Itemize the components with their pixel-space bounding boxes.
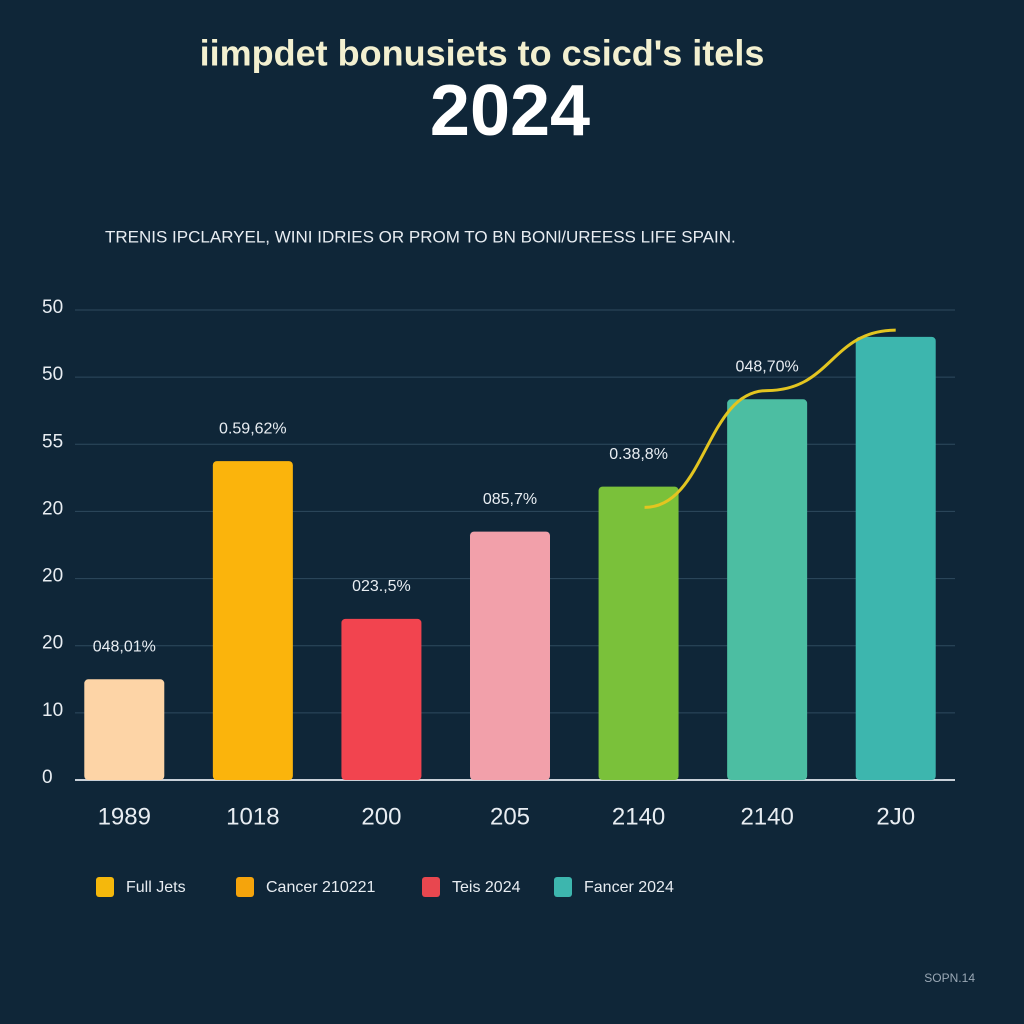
y-tick-label: 10 [42, 700, 63, 721]
bar [212, 461, 293, 780]
bar-annotation: 0.59,62% [219, 420, 287, 437]
legend-swatch [236, 877, 254, 897]
bar-annotation: 085,7% [483, 491, 537, 508]
chart-title: iimpdet bonusiets to csicd's itels [200, 33, 765, 74]
bar-annotation: 0.38,8% [609, 446, 668, 463]
legend-swatch [422, 877, 440, 897]
legend-label: Teis 2024 [452, 879, 521, 896]
footer: SOPN.14 [924, 971, 975, 985]
bar-annotation: 048,70% [736, 359, 799, 376]
legend-swatch [96, 877, 114, 897]
x-tick-label: 2J0 [876, 803, 915, 830]
x-tick-label: 2140 [612, 803, 665, 830]
y-tick-label: 0 [42, 767, 53, 788]
bar [470, 531, 550, 780]
bar [84, 679, 165, 780]
x-tick-label: 205 [490, 803, 530, 830]
bar-annotation: 023.,5% [352, 578, 411, 595]
x-tick-label: 200 [361, 803, 401, 830]
legend-label: Fancer 2024 [584, 879, 674, 896]
x-tick-label: 1989 [98, 803, 151, 830]
y-tick-label: 20 [42, 566, 63, 587]
y-tick-label: 50 [42, 297, 63, 318]
trend-line [644, 328, 896, 509]
legend-swatch [554, 877, 572, 897]
chart-description: TRENIS IPCLARYEL, WINI IDRIES OR PROM TO… [105, 227, 736, 246]
y-tick-label: 50 [42, 364, 63, 385]
y-tick-label: 20 [42, 633, 63, 654]
bar [855, 336, 936, 780]
bar [598, 486, 679, 780]
bar-annotation: 048,01% [93, 639, 156, 656]
chart-subtitle: 2024 [430, 71, 590, 151]
bar [341, 618, 422, 780]
legend-label: Cancer 210221 [266, 879, 376, 896]
y-tick-label: 20 [42, 498, 63, 519]
y-tick-label: 55 [42, 431, 63, 452]
legend-label: Full Jets [126, 879, 186, 896]
x-tick-label: 2140 [740, 803, 793, 830]
bar [727, 399, 808, 780]
x-tick-label: 1018 [226, 803, 279, 830]
